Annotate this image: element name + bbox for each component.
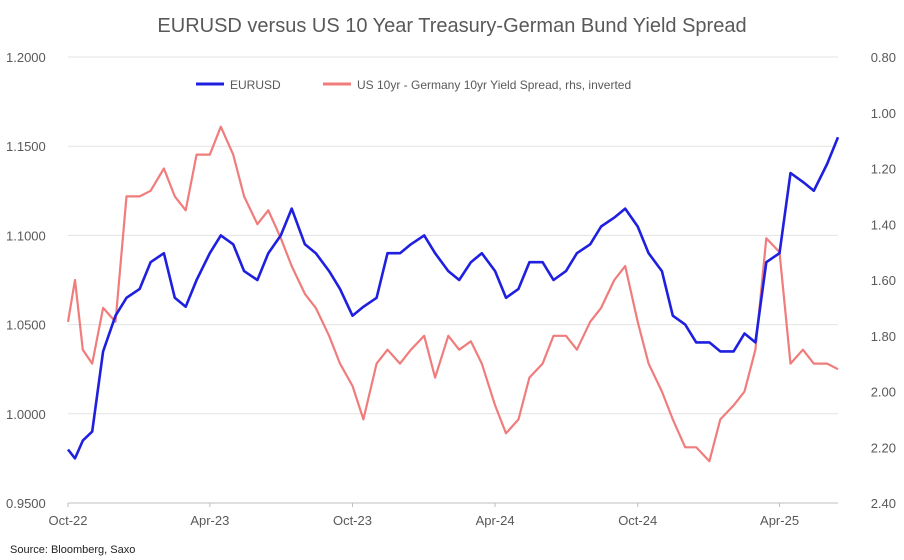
x-tick-label: Apr-23: [190, 513, 229, 528]
y-left-tick-label: 0.9500: [6, 496, 46, 511]
y-right-tick-label: 1.80: [871, 329, 896, 344]
y-left-tick-label: 1.1500: [6, 139, 46, 154]
y-axis-right: 0.80 1.00 1.20 1.40 1.60 1.80 2.00 2.20 2.40: [871, 50, 896, 511]
y-right-tick-label: 2.00: [871, 385, 896, 400]
y-left-tick-label: 1.1000: [6, 228, 46, 243]
y-right-tick-label: 1.00: [871, 106, 896, 121]
source-note: Source: Bloomberg, Saxo: [10, 544, 135, 556]
x-tick-label: Oct-24: [618, 513, 657, 528]
y-right-tick-label: 2.40: [871, 496, 896, 511]
legend-yield-spread-label: US 10yr - Germany 10yr Yield Spread, rhs…: [357, 78, 631, 92]
eurusd-line: [66, 136, 840, 460]
series-lines: [66, 125, 840, 463]
x-tick-label: Oct-22: [48, 513, 87, 528]
y-axis-left: 1.2000 1.1500 1.1000 1.0500 1.0000 0.9500: [6, 50, 46, 511]
y-right-tick-label: 0.80: [871, 50, 896, 65]
x-tick-label: Apr-25: [760, 513, 799, 528]
yield-spread-line: [66, 125, 839, 463]
gridlines: [68, 56, 838, 504]
y-right-tick-label: 1.60: [871, 273, 896, 288]
y-left-tick-label: 1.0500: [6, 318, 46, 333]
y-left-tick-label: 1.0000: [6, 407, 46, 422]
y-right-tick-label: 1.20: [871, 162, 896, 177]
x-tick-label: Apr-24: [476, 513, 515, 528]
legend: EURUSD US 10yr - Germany 10yr Yield Sprea…: [196, 78, 631, 92]
y-left-tick-label: 1.2000: [6, 50, 46, 65]
x-tick-label: Oct-23: [333, 513, 372, 528]
y-right-tick-label: 1.40: [871, 217, 896, 232]
chart-title: EURUSD versus US 10 Year Treasury-German…: [157, 15, 746, 37]
legend-eurusd-label: EURUSD: [230, 78, 281, 92]
y-right-tick-label: 2.20: [871, 440, 896, 455]
x-axis: Oct-22 Apr-23 Oct-23 Apr-24 Oct-24 Apr-25: [48, 502, 838, 528]
